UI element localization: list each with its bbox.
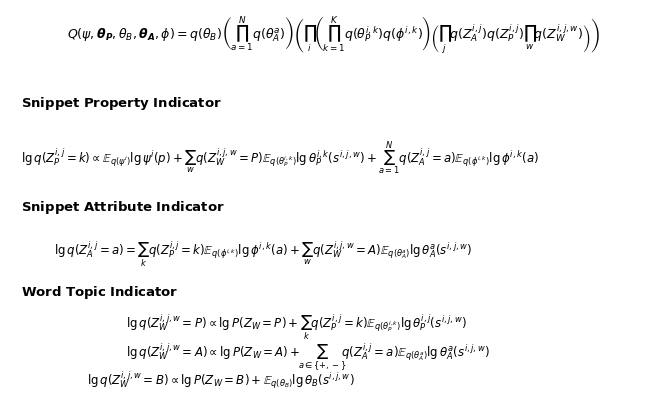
Text: $\mathbf{Word\ Topic\ Indicator}$: $\mathbf{Word\ Topic\ Indicator}$ xyxy=(21,285,178,301)
Text: $\lg q(Z_W^{i,j,w} = P) \propto \lg P(Z_W = P) + \sum_k q(Z_P^{i,j} = k)\mathbb{: $\lg q(Z_W^{i,j,w} = P) \propto \lg P(Z_… xyxy=(126,312,467,342)
Text: $\lg q(Z_A^{i,j} = a) = \sum_k q(Z_P^{i,j} = k)\mathbb{E}_{q(\phi^{i,k})} \lg \p: $\lg q(Z_A^{i,j} = a) = \sum_k q(Z_P^{i,… xyxy=(54,240,472,269)
Text: $\mathbf{Snippet\ Attribute\ Indicator}$: $\mathbf{Snippet\ Attribute\ Indicator}$ xyxy=(21,199,224,216)
Text: $Q(\psi, \boldsymbol{\theta}_{\boldsymbol{P}}, \theta_B, \boldsymbol{\theta}_{\b: $Q(\psi, \boldsymbol{\theta}_{\boldsymbo… xyxy=(67,15,601,57)
Text: $\lg q(Z_W^{i,j,w} = A) \propto \lg P(Z_W = A) + \!\!\sum_{a \in \{+,-\}}\!\! q(: $\lg q(Z_W^{i,j,w} = A) \propto \lg P(Z_… xyxy=(126,341,490,373)
Text: $\mathbf{Snippet\ Property\ Indicator}$: $\mathbf{Snippet\ Property\ Indicator}$ xyxy=(21,94,221,112)
Text: $\lg q(Z_P^{i,j} = k) \propto \mathbb{E}_{q(\psi^i)} \lg \psi^i(p) + \sum_w q(Z_: $\lg q(Z_P^{i,j} = k) \propto \mathbb{E}… xyxy=(21,139,539,176)
Text: $\lg q(Z_W^{i,j,w} = B) \propto \lg P(Z_W = B) + \mathbb{E}_{q(\theta_B)} \lg \t: $\lg q(Z_W^{i,j,w} = B) \propto \lg P(Z_… xyxy=(87,369,355,391)
